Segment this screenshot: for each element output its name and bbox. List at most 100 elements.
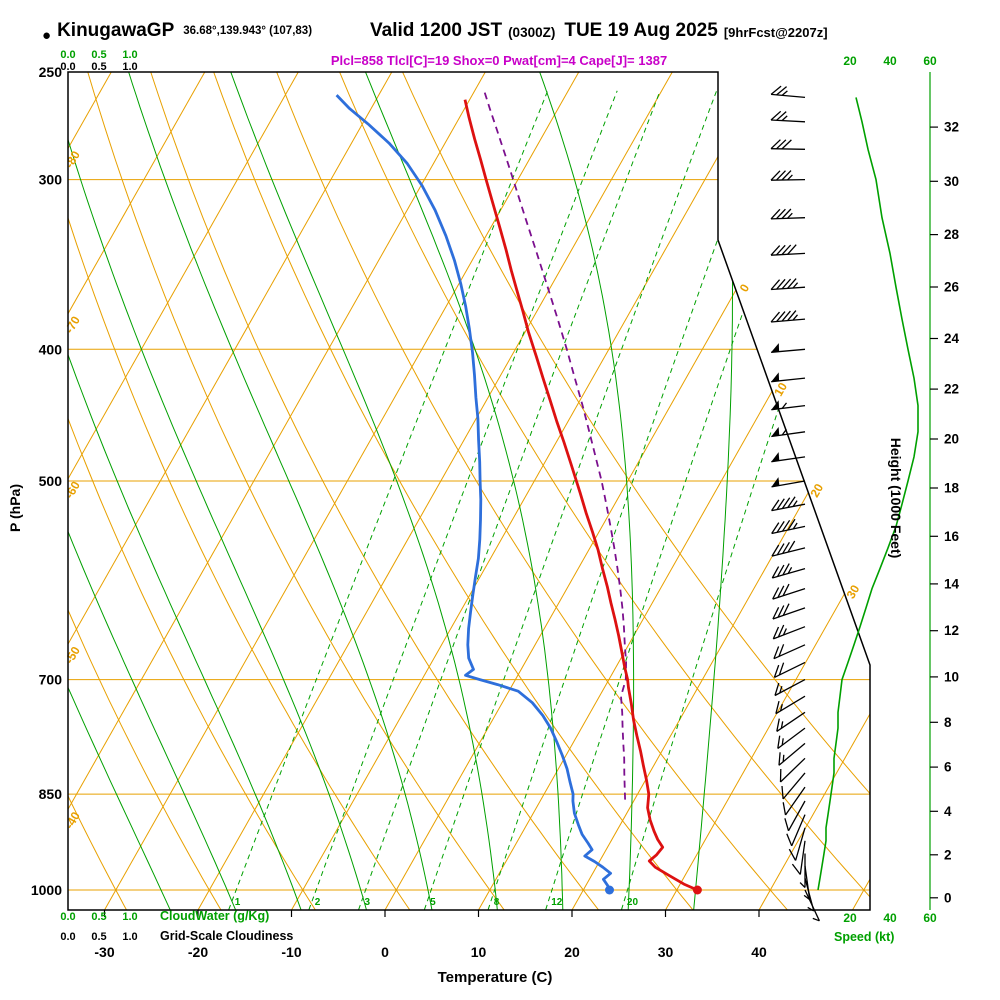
- wind-barb: [773, 644, 806, 660]
- isotherm-label-left: -80: [62, 148, 83, 170]
- temperature-curve: [463, 99, 698, 892]
- wind-barb: [791, 840, 806, 875]
- temp-tick-label: 40: [751, 944, 767, 960]
- cloudwater-scale-bottom: 1.0: [122, 911, 137, 923]
- isotherm-label-left: -50: [62, 644, 83, 666]
- wind-barb: [774, 679, 806, 697]
- wind-barb: [771, 540, 806, 557]
- cloudiness-scale-bottom: 0.0: [60, 931, 75, 943]
- wind-barb: [772, 624, 806, 640]
- isotherm-line: [104, 72, 580, 910]
- wind-barb: [799, 853, 806, 888]
- speed-tick-top: 20: [843, 54, 857, 68]
- mixing-ratio-label: 12: [551, 897, 563, 908]
- height-tick-label: 8: [944, 715, 952, 730]
- wind-barb: [777, 727, 806, 750]
- isotherm-line: [68, 72, 393, 910]
- speed-axis-title: Speed (kt): [834, 930, 894, 944]
- height-tick-label: 28: [944, 227, 960, 242]
- dry-adiabat-line: [83, 72, 507, 910]
- dry-adiabat-line: [208, 72, 696, 910]
- mixing-ratio-line: [358, 90, 661, 910]
- valid-date: TUE 19 Aug 2025: [564, 20, 718, 41]
- pressure-tick-label: 1000: [31, 882, 62, 898]
- forecast-lead: [9hrFcst@2207z]: [723, 25, 828, 40]
- wind-barb: [771, 343, 806, 353]
- cloudwater-scale-top: 0.0: [60, 49, 75, 61]
- surface-dewpoint-dot: [605, 885, 614, 895]
- cloudiness-scale-bottom: 0.5: [91, 931, 106, 943]
- speed-tick-bottom: 40: [883, 911, 897, 925]
- cloudiness-scale-top: 0.5: [91, 61, 106, 73]
- moist-adiabat-line: [68, 72, 171, 910]
- pressure-tick-label: 500: [39, 473, 63, 489]
- wind-barb: [770, 208, 806, 220]
- mixing-ratio-label: 2: [315, 897, 321, 908]
- parcel-parameters: Plcl=858 Tlcl[C]=19 Shox=0 Pwat[cm]=4 Ca…: [330, 53, 668, 68]
- wind-barb: [782, 786, 806, 816]
- temp-tick-label: 0: [381, 944, 389, 960]
- wind-barbs: [770, 85, 820, 922]
- height-tick-label: 4: [944, 804, 952, 819]
- cloudwater-scale-top: 0.5: [91, 49, 106, 61]
- isotherm-label-right: 20: [807, 481, 826, 500]
- dry-adiabat-line: [68, 72, 129, 910]
- speed-curve: [817, 97, 919, 891]
- wind-barb: [781, 772, 806, 800]
- green-grid: [68, 72, 870, 910]
- temp-tick-label: -10: [281, 944, 301, 960]
- title-bar: ● KinugawaGP 36.68°,139.943° (107,83) Va…: [42, 20, 828, 44]
- wind-barb: [772, 583, 806, 600]
- height-tick-label: 16: [944, 529, 960, 544]
- pressure-tick-label: 700: [39, 672, 63, 688]
- speed-tick-top: 40: [883, 54, 897, 68]
- cloudiness-scale-top: 1.0: [122, 61, 137, 73]
- dewpoint-curve: [335, 94, 612, 891]
- isotherm-label-right: 30: [844, 582, 863, 601]
- speed-tick-bottom: 60: [923, 911, 937, 925]
- dry-adiabat-line: [68, 72, 413, 910]
- moist-adiabat-line: [128, 72, 433, 910]
- isotherm-label-left: -60: [62, 479, 83, 501]
- mixing-ratio-label: 3: [365, 897, 371, 908]
- isotherm-line: [478, 72, 870, 910]
- pressure-tick-label: 850: [39, 786, 63, 802]
- height-tick-label: 6: [944, 760, 952, 775]
- isotherm-line: [758, 72, 870, 910]
- mixing-ratio-label: 1: [235, 897, 241, 908]
- height-tick-label: 2: [944, 847, 952, 862]
- height-tick-label: 30: [944, 174, 959, 189]
- orange-grid: [68, 72, 870, 910]
- mixing-ratio-line: [621, 90, 870, 910]
- pressure-tick-label: 250: [39, 64, 63, 80]
- mixing-ratio-line: [423, 90, 718, 910]
- pressure-axis-title: P (hPa): [7, 484, 23, 532]
- isotherm-line: [197, 72, 673, 910]
- valid-time-utc: (0300Z): [508, 25, 556, 40]
- height-tick-label: 20: [944, 432, 959, 447]
- wind-barb: [773, 661, 806, 678]
- station-name: KinugawaGP: [57, 20, 175, 41]
- mixing-ratio-line: [487, 90, 772, 910]
- height-tick-label: 0: [944, 890, 952, 905]
- cloudwater-scale-bottom: 0.5: [91, 911, 106, 923]
- temp-tick-label: 20: [564, 944, 580, 960]
- isotherm-line: [291, 72, 767, 910]
- isotherm-label-right: 0: [737, 281, 753, 294]
- dry-adiabat-line: [396, 72, 870, 910]
- wind-barb: [779, 757, 806, 783]
- isotherm-labels: -40 -50 -60 -70 -80 0 10 20 30: [62, 148, 862, 831]
- wind-barb: [771, 452, 806, 463]
- dry-adiabat-line: [146, 72, 602, 910]
- wind-barb: [771, 477, 806, 488]
- wind-barb: [770, 139, 806, 150]
- cloudiness-scale-bottom: 1.0: [122, 931, 137, 943]
- wind-barb: [788, 827, 806, 861]
- dry-adiabat-line: [271, 72, 791, 910]
- isotherm-line: [68, 72, 486, 910]
- pressure-tick-label: 300: [39, 172, 63, 188]
- height-tick-label: 12: [944, 623, 959, 638]
- wind-barb: [771, 563, 806, 579]
